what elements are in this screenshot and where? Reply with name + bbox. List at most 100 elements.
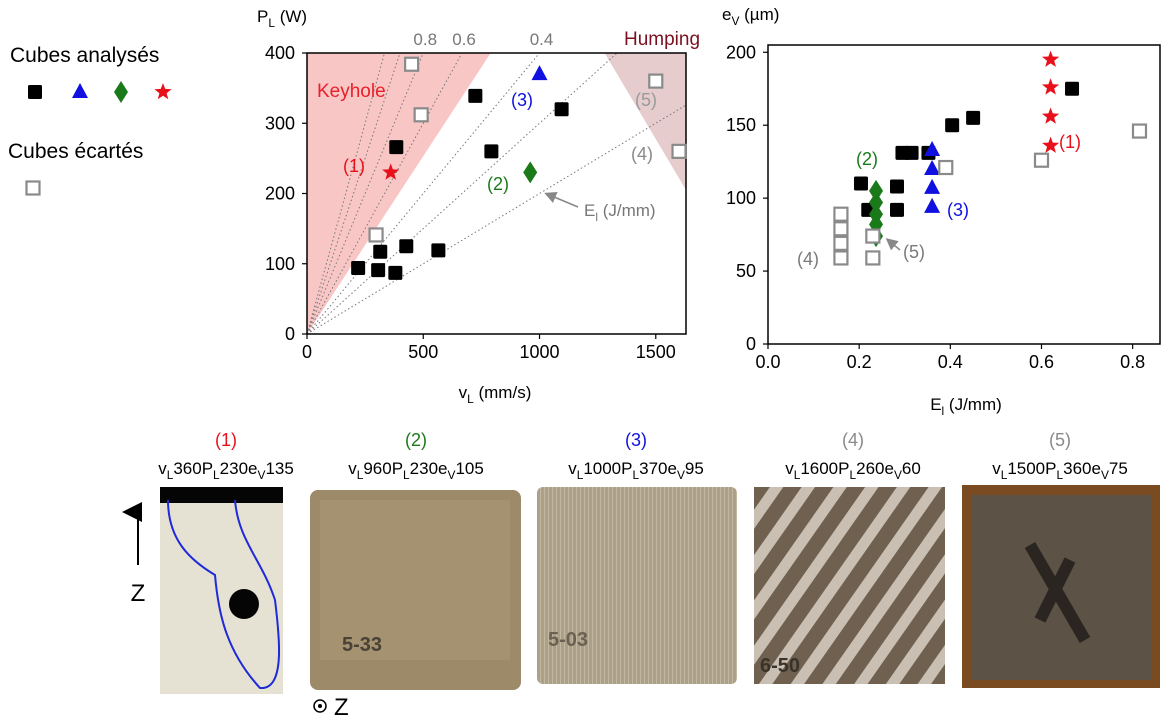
subscript: L [268, 16, 275, 30]
text-part: (J/mm) [944, 395, 1002, 414]
open-square-marker [25, 180, 41, 196]
text-part: P [1045, 459, 1056, 478]
text-part: 230 [220, 459, 248, 478]
open-square-marker [1033, 152, 1050, 168]
square-marker [554, 102, 569, 117]
iso-energy-line [307, 53, 541, 334]
inscription: 5-33 [342, 634, 382, 656]
text-part: e [248, 459, 257, 478]
square-marker [468, 88, 483, 103]
open-square-marker [404, 56, 420, 72]
text-part: 75 [1109, 459, 1128, 478]
square-marker [945, 118, 960, 133]
panel-number: (4) [842, 430, 864, 450]
subscript: L [849, 468, 856, 482]
melt-pool-outline [167, 499, 281, 690]
text-part: v [459, 383, 468, 402]
annotation: (3) [947, 200, 969, 220]
iso-energy-line [307, 104, 686, 334]
pore [229, 589, 259, 619]
open-square-marker [938, 159, 954, 176]
text-part: e [1091, 459, 1100, 478]
square-marker [889, 179, 904, 194]
subscript: L [467, 392, 474, 406]
subscript: V [677, 468, 685, 482]
open-square-marker [833, 206, 849, 222]
text-part: 960 [363, 459, 391, 478]
x-tick-label: 1000 [519, 342, 559, 362]
panel-caption: vL1000PL370eV95 [568, 459, 704, 482]
x-axis-label: El (J/mm) [930, 395, 1002, 418]
text-part: (J/mm) [598, 201, 656, 220]
subscript: L [794, 468, 801, 482]
x-tick-label: 0.4 [938, 352, 963, 372]
star-marker [1042, 50, 1060, 67]
x-tick-label: 0.6 [1029, 352, 1054, 372]
plot-area [307, 53, 686, 334]
star-marker [154, 83, 172, 100]
text-part: v [785, 459, 794, 478]
text-part: 1000 [583, 459, 621, 478]
y-axis-label: eV (µm) [722, 5, 779, 28]
y-tick-label: 50 [736, 261, 756, 281]
y-tick-label: 0 [285, 324, 295, 344]
text-part: 1600 [800, 459, 838, 478]
y-axis-label: PL (W) [257, 7, 307, 30]
text-part: 95 [685, 459, 704, 478]
iso-energy-label: 0.4 [530, 30, 554, 49]
photo-3 [537, 487, 737, 684]
square-marker [889, 202, 904, 217]
square-marker [966, 110, 981, 125]
open-square-marker [413, 107, 429, 123]
text-part: v [992, 459, 1001, 478]
star-marker [382, 163, 400, 180]
iso-energy-line [307, 53, 424, 334]
annotation: (4) [631, 144, 653, 164]
annotation: (3) [511, 90, 533, 110]
text-part: 370 [639, 459, 667, 478]
text-part: 360 [173, 459, 201, 478]
inscription: 6-50 [760, 655, 800, 677]
annotation: (4) [797, 249, 819, 269]
text-part: 135 [265, 459, 293, 478]
y-tick-label: 0 [746, 334, 756, 354]
triangle-marker [72, 83, 88, 98]
x-tick-label: 0.2 [847, 352, 872, 372]
annotation: (1) [343, 156, 365, 176]
panel-caption: vL360PL230eV135 [158, 459, 294, 482]
open-square-marker [833, 221, 849, 237]
iso-energy-line [307, 53, 401, 334]
subscript: L [357, 468, 364, 482]
annotation-arrow [885, 238, 901, 251]
text-part: (mm/s) [474, 383, 532, 402]
region-label: Keyhole [317, 81, 386, 102]
region-label: Humping [624, 29, 700, 50]
text-part: 1500 [1007, 459, 1045, 478]
triangle-marker [924, 141, 941, 157]
axis-mark: Z [334, 694, 349, 718]
axis-mark: Z [131, 580, 146, 607]
text-part: (W) [275, 7, 307, 26]
open-square-marker [368, 227, 384, 243]
star-marker [1042, 136, 1060, 153]
photo-1 [160, 487, 283, 694]
text-part: e [722, 5, 731, 24]
triangle-marker [531, 65, 548, 81]
subscript: V [731, 14, 739, 28]
y-tick-label: 400 [265, 43, 295, 63]
subscript: L [632, 468, 639, 482]
annotation: (1) [1059, 132, 1081, 152]
open-square-marker [648, 73, 664, 89]
subscript: L [1001, 468, 1008, 482]
panel-caption: vL960PL230eV105 [348, 459, 484, 482]
annotation: (2) [487, 174, 509, 194]
photos [122, 485, 1160, 713]
region [307, 53, 491, 334]
region [604, 53, 686, 190]
square-marker [371, 263, 386, 278]
text-part: e [438, 459, 447, 478]
text-part: E [584, 201, 595, 220]
text-part: P [838, 459, 849, 478]
text-part: 230 [410, 459, 438, 478]
iso-energy-label: 0.8 [413, 30, 437, 49]
